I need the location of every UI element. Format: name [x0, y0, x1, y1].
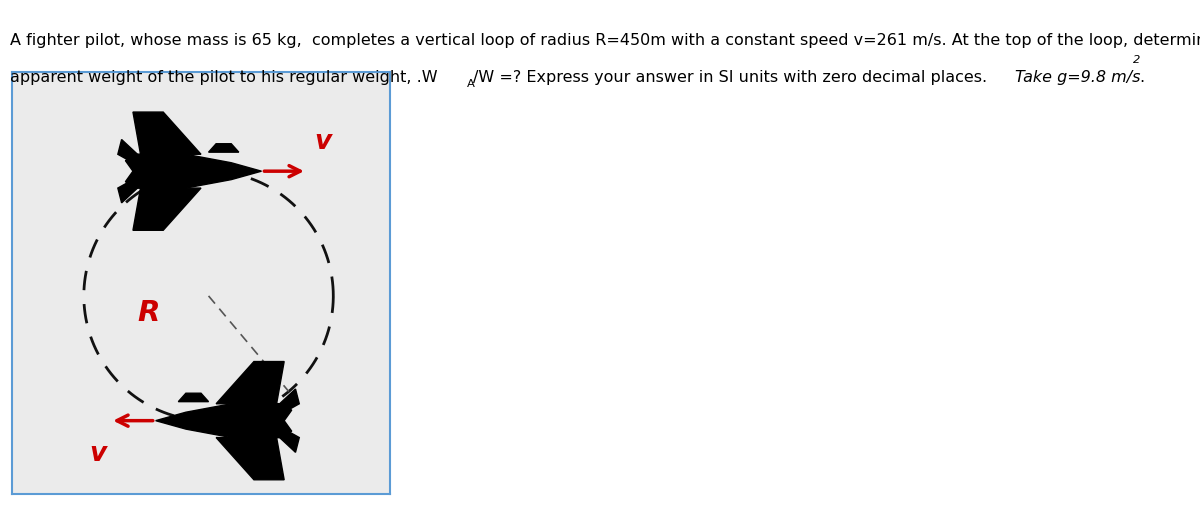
Polygon shape: [216, 438, 284, 480]
Polygon shape: [209, 144, 239, 152]
Polygon shape: [216, 362, 284, 404]
Text: apparent weight of the pilot to his regular weight, .W: apparent weight of the pilot to his regu…: [10, 70, 437, 84]
Polygon shape: [272, 431, 299, 452]
Text: /W =? Express your answer in SI units with zero decimal places.: /W =? Express your answer in SI units wi…: [473, 70, 992, 84]
Text: Take g=9.8 m/s: Take g=9.8 m/s: [1014, 70, 1140, 84]
Polygon shape: [179, 393, 209, 402]
Polygon shape: [126, 152, 262, 190]
Text: A fighter pilot, whose mass is 65 kg,  completes a vertical loop of radius R=450: A fighter pilot, whose mass is 65 kg, co…: [10, 33, 1200, 48]
Polygon shape: [156, 402, 292, 440]
Polygon shape: [133, 112, 202, 154]
Text: A: A: [467, 79, 475, 89]
Polygon shape: [272, 389, 299, 410]
Text: v: v: [89, 441, 107, 468]
Polygon shape: [133, 188, 202, 230]
Text: 2: 2: [1133, 55, 1140, 65]
Text: R: R: [137, 299, 160, 327]
Text: .: .: [1139, 70, 1145, 84]
Text: v: v: [314, 129, 331, 154]
Polygon shape: [118, 182, 144, 203]
Polygon shape: [118, 140, 144, 161]
